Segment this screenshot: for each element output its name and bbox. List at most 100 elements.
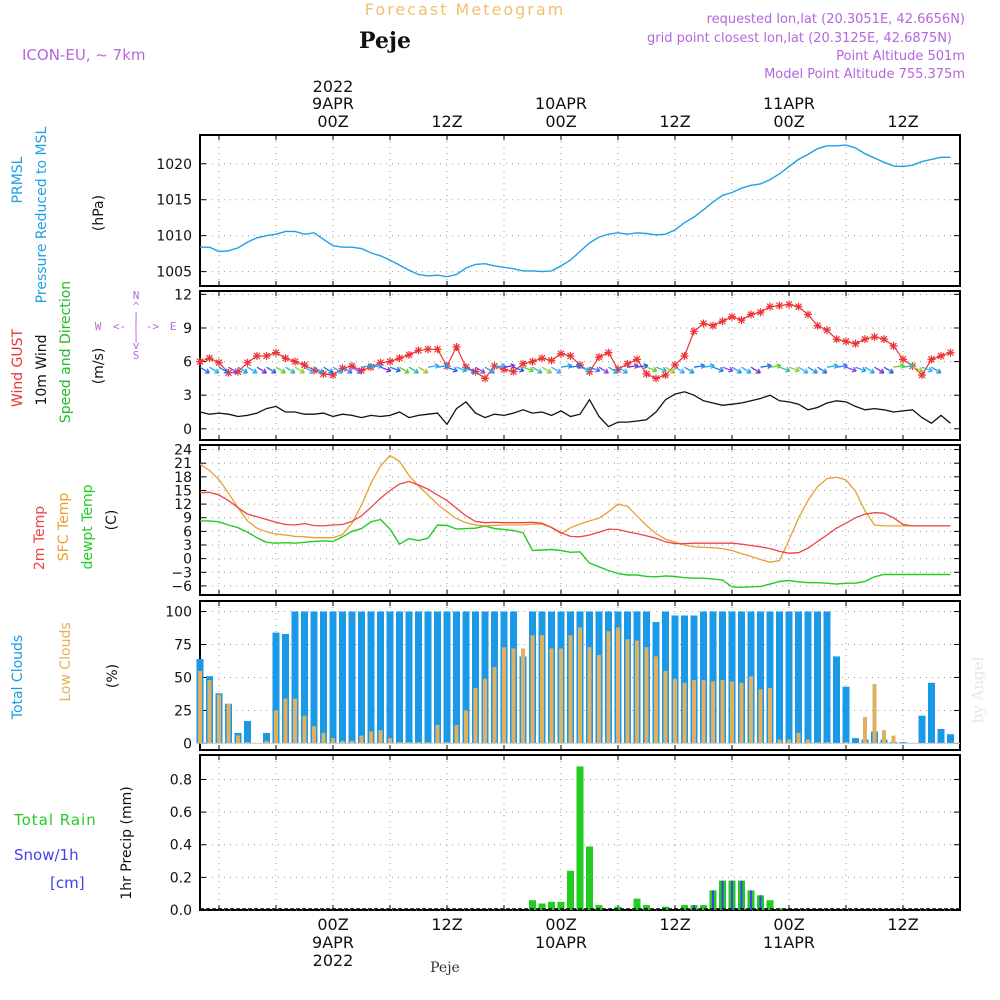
wind-direction-arrow (684, 366, 695, 374)
bottom-hour-label: 12Z (887, 915, 918, 934)
gust-marker (832, 335, 841, 344)
top-date-label: 9APR (312, 94, 354, 113)
wind-direction-arrow (294, 366, 305, 374)
low-cloud-bar (217, 694, 221, 744)
low-cloud-bar (236, 735, 240, 744)
compass-e: E (170, 320, 177, 333)
low-cloud-bar (559, 648, 563, 744)
wind-direction-arrow (836, 363, 848, 370)
y-tick-label: 0.4 (170, 838, 192, 854)
total-cloud-bar (947, 734, 954, 744)
low-cloud-bar (369, 731, 373, 744)
gust-marker (462, 363, 470, 372)
total-cloud-bar (842, 686, 850, 744)
low-cloud-bar (454, 724, 459, 744)
low-cloud-bar (397, 742, 402, 744)
gust-marker (547, 356, 556, 365)
rain-bar (681, 905, 688, 910)
gust-marker (376, 358, 385, 367)
gust-marker (196, 357, 204, 366)
gust-marker (652, 374, 660, 383)
gust-marker (481, 374, 489, 383)
total-cloud-bar (804, 611, 812, 744)
low-cloud-bar (673, 678, 677, 744)
gust-marker (747, 310, 755, 319)
gust-marker (699, 319, 708, 328)
bottom-caption: Peje (430, 960, 460, 976)
low-cloud-bar (350, 740, 354, 744)
rain-bar (576, 766, 584, 910)
rain-legend: Total Rain (13, 811, 97, 829)
low-cloud-bar (758, 689, 763, 744)
total-cloud-bar (462, 611, 470, 744)
wind-direction-arrow (484, 366, 495, 374)
model-altitude: Model Point Altitude 755.375m (764, 67, 965, 82)
gust-marker (937, 351, 945, 360)
gust-marker (291, 357, 299, 366)
total-cloud-bar (424, 611, 432, 744)
wind-direction-arrow (608, 366, 619, 374)
rain-bar (766, 900, 774, 910)
gust-marker (614, 365, 622, 374)
low-cloud-bar (616, 627, 620, 744)
bottom-year-label: 2022 (313, 951, 354, 970)
low-cloud-bar (388, 738, 392, 744)
gust-marker (433, 345, 442, 354)
gust-marker (566, 351, 575, 360)
gust-marker (595, 353, 603, 362)
top-hour-label: 00Z (317, 112, 348, 131)
gust-marker (490, 362, 499, 371)
low-cloud-bar (844, 742, 848, 744)
watermark: by Angel (969, 656, 987, 723)
total-cloud-bar (690, 615, 698, 744)
gust-marker (205, 354, 214, 363)
total-cloud-bar (358, 611, 365, 744)
low-cloud-bar (264, 740, 269, 744)
wind-direction-arrow (256, 366, 267, 374)
wind-direction-arrow (750, 366, 761, 374)
low-cloud-bar (787, 739, 791, 744)
compass-arrows: <- | -> (113, 320, 160, 333)
gust-marker (794, 302, 803, 311)
top-hour-label: 00Z (545, 112, 576, 131)
total-cloud-bar (291, 611, 299, 744)
total-cloud-bar (263, 732, 270, 744)
wind-direction-arrow (361, 363, 373, 370)
bottom-hour-label: 12Z (431, 915, 462, 934)
low-cloud-bar (635, 640, 639, 744)
total-cloud-bar (918, 715, 926, 744)
total-cloud-bar (719, 611, 726, 744)
low-cloud-bar (815, 742, 820, 744)
low-cloud-bar (625, 639, 630, 744)
gust-marker (851, 339, 860, 348)
top-hour-label: 12Z (431, 112, 462, 131)
y-tick-label: 0 (183, 552, 192, 568)
wind-direction-arrow (494, 363, 506, 370)
rain-bar (548, 901, 555, 910)
total-cloud-bar (453, 611, 460, 744)
wind-speed-label: Speed and Direction (58, 281, 74, 423)
rain-bar (700, 905, 707, 910)
panel-frame (199, 444, 961, 596)
gust-marker (538, 354, 546, 363)
wind-direction-arrow (209, 366, 220, 374)
y-tick-label: 1010 (156, 229, 192, 245)
rain-bar (643, 905, 650, 910)
wind-direction-arrow (674, 366, 685, 374)
low-cloud-bar (568, 635, 573, 744)
gust-marker (528, 357, 537, 366)
y-tick-label: 100 (165, 605, 192, 621)
gust-marker (414, 346, 423, 355)
gust-marker (215, 358, 223, 367)
gust-marker (310, 366, 318, 375)
gust-marker (927, 355, 936, 364)
wind-direction-arrow (313, 366, 324, 374)
total-cloud-bar (785, 611, 793, 744)
wind-direction-arrow (598, 366, 609, 374)
wind-direction-arrow (731, 366, 742, 374)
y-tick-label: 50 (174, 670, 192, 686)
y-tick-label: 1005 (156, 265, 192, 281)
